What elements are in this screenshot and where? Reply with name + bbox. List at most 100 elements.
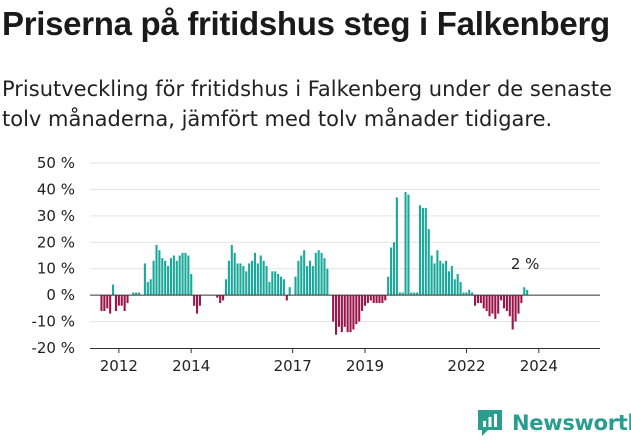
bar [337, 295, 340, 327]
bar [491, 295, 494, 314]
bar [268, 281, 271, 296]
bar [349, 295, 352, 333]
y-tick-label: -20 % [31, 339, 75, 357]
bar [184, 252, 187, 296]
bar [164, 260, 167, 296]
bar [502, 295, 506, 309]
gridlines [90, 162, 600, 323]
bar [216, 295, 219, 298]
bar [395, 197, 398, 296]
bar [259, 255, 262, 296]
bar [138, 292, 141, 296]
bar [120, 295, 123, 306]
bar [236, 263, 239, 296]
bar [424, 207, 427, 296]
bar [146, 281, 149, 296]
x-tick-label: 2022 [447, 357, 485, 375]
bar [427, 229, 430, 296]
bar [279, 276, 283, 296]
bar [485, 295, 488, 311]
bar [317, 250, 320, 296]
bar [482, 295, 485, 309]
bar [239, 263, 242, 296]
y-tick-labels: -20 % -10 % 0 % 10 % 20 % 30 % 40 % 50 % [31, 154, 75, 357]
bar [190, 274, 193, 296]
bar [363, 295, 367, 306]
bar [149, 279, 152, 296]
bar [169, 258, 173, 296]
brand-name: Newsworthy [512, 411, 631, 435]
bar [323, 258, 326, 296]
bar [152, 260, 155, 296]
bar [497, 295, 500, 314]
bar [117, 295, 120, 306]
bar [320, 252, 323, 296]
bar [358, 295, 361, 322]
bar [459, 281, 462, 296]
bar [288, 287, 291, 296]
bar [198, 295, 201, 306]
bar [476, 295, 479, 304]
bar [181, 252, 184, 296]
bar [465, 292, 468, 296]
bar [369, 295, 372, 301]
bar [343, 295, 346, 327]
bar [398, 292, 401, 296]
bar [488, 295, 491, 317]
bar [410, 292, 413, 296]
bar [109, 295, 112, 314]
bar [106, 295, 109, 309]
bar [462, 292, 465, 296]
bar [390, 247, 393, 296]
x-tick-label: 2014 [172, 357, 210, 375]
bar [112, 284, 115, 296]
bar [233, 252, 236, 296]
bar [468, 289, 471, 296]
brand-footer: Newsworthy [476, 406, 631, 440]
bar [500, 295, 503, 301]
bar [256, 263, 259, 296]
x-tick-label: 2017 [274, 357, 312, 375]
bar [175, 260, 178, 296]
chart-title: Priserna på fritidshus steg i Falkenberg [2, 5, 610, 42]
bar [505, 295, 508, 311]
bar [222, 295, 225, 301]
y-tick-label: -10 % [31, 313, 75, 331]
bar [135, 292, 138, 296]
bar [123, 295, 126, 311]
bar [413, 292, 416, 296]
bar [100, 295, 103, 311]
x-tick-labels: 2012 2014 2017 2019 2022 2024 [100, 348, 558, 375]
bar [450, 266, 453, 296]
y-tick-label: 50 % [37, 154, 75, 172]
bar [282, 279, 285, 296]
bar [193, 295, 196, 306]
x-tick-label: 2024 [520, 357, 558, 375]
bar [132, 292, 135, 296]
y-tick-label: 40 % [37, 180, 75, 198]
x-tick-label: 2012 [100, 357, 138, 375]
bar [224, 279, 228, 296]
bar [285, 295, 288, 301]
y-tick-label: 30 % [37, 207, 75, 225]
bar [401, 292, 404, 296]
bar [366, 295, 369, 304]
bar-chart-logo-icon [478, 410, 502, 436]
bar [447, 271, 451, 296]
bar [416, 292, 419, 296]
bar [326, 268, 329, 296]
bar [372, 295, 375, 304]
bar [430, 255, 433, 296]
bar [245, 271, 248, 296]
bar [126, 295, 129, 304]
bar [511, 295, 514, 330]
bar [253, 252, 256, 296]
bar [407, 194, 410, 296]
bar [265, 266, 268, 296]
bar [523, 287, 526, 296]
bar [306, 266, 309, 296]
bar [187, 255, 190, 296]
bar [262, 260, 265, 296]
last-value-annotation: 2 % [511, 255, 540, 273]
bar [242, 266, 245, 296]
